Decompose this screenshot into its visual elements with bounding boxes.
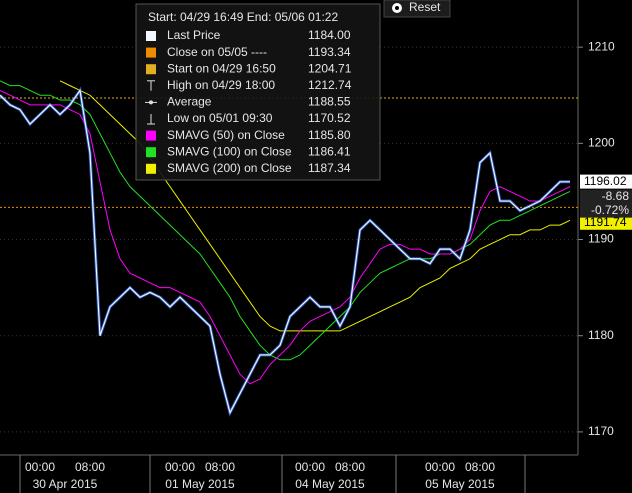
x-group-label: 30 Apr 2015: [33, 477, 98, 491]
legend-label: Low on 05/01 09:30: [167, 111, 273, 125]
x-tick-label: 08:00: [465, 460, 495, 474]
x-group-label: 01 May 2015: [165, 477, 235, 491]
legend-value: 1185.80: [308, 128, 351, 142]
change-box: [580, 189, 632, 218]
tag-box: [580, 174, 632, 189]
tag-box: [580, 215, 632, 230]
legend-value: 1193.34: [308, 45, 351, 59]
x-tick-label: 08:00: [335, 460, 365, 474]
legend-swatch: [146, 47, 156, 58]
change-pct-label: -0.72%: [591, 203, 629, 217]
tag-label: 1196.02: [584, 174, 627, 188]
legend-label: SMAVG (100) on Close: [167, 144, 292, 158]
series-line: [0, 80, 571, 361]
y-tick-label: 1200: [588, 136, 615, 150]
y-tick-label: 1170: [588, 424, 614, 438]
legend-value: 1186.41: [308, 144, 351, 158]
tag-label: 1191.74: [584, 215, 627, 229]
series-line: [0, 88, 570, 415]
legend-label: SMAVG (50) on Close: [167, 128, 285, 142]
legend-value: 1184.00: [308, 28, 351, 42]
x-tick-label: 00:00: [425, 460, 455, 474]
legend-value: 1204.71: [308, 61, 352, 75]
reset-box[interactable]: [383, 0, 451, 18]
legend-swatch: [146, 130, 156, 141]
reset-button[interactable]: Reset: [383, 0, 451, 18]
legend-swatch: [146, 64, 156, 75]
legend-label: Close on 05/05 ----: [167, 45, 267, 59]
y-tick-label: 1180: [588, 328, 614, 342]
legend-swatch: [146, 163, 156, 174]
legend-label: High on 04/29 18:00: [167, 78, 275, 92]
legend-header: Start: 04/29 16:49 End: 05/06 01:22: [148, 10, 338, 24]
legend-label: Average: [167, 95, 212, 109]
legend-label: SMAVG (200) on Close: [167, 161, 292, 175]
legend-value: 1170.52: [308, 111, 351, 125]
legend-label: Start on 04/29 16:50: [167, 61, 276, 75]
x-group-label: 04 May 2015: [295, 477, 365, 491]
x-tick-label: 08:00: [205, 460, 235, 474]
x-tick-label: 08:00: [75, 460, 105, 474]
change-label: -8.68: [602, 189, 630, 203]
legend-value: 1188.55: [308, 95, 351, 109]
legend-value: 1212.74: [308, 78, 352, 92]
day-separators: [19, 455, 526, 493]
legend: Start: 04/29 16:49 End: 05/06 01:22 Last…: [135, 3, 381, 181]
y-tick-label: 1190: [588, 232, 614, 246]
legend-value: 1187.34: [308, 161, 351, 175]
legend-swatch: [146, 31, 156, 41]
x-group-label: 05 May 2015: [425, 477, 495, 491]
x-tick-label: 00:00: [295, 460, 325, 474]
reset-label[interactable]: Reset: [409, 0, 441, 14]
legend-icon: [149, 100, 153, 105]
series-line: [0, 89, 571, 385]
x-tick-label: 00:00: [25, 460, 55, 474]
reset-icon-dot: [395, 6, 399, 10]
legend-swatch: [146, 147, 156, 158]
legend-box: [135, 3, 381, 181]
x-tick-label: 00:00: [165, 460, 195, 474]
legend-label: Last Price: [167, 28, 221, 42]
y-tick-label: 1210: [588, 39, 615, 53]
